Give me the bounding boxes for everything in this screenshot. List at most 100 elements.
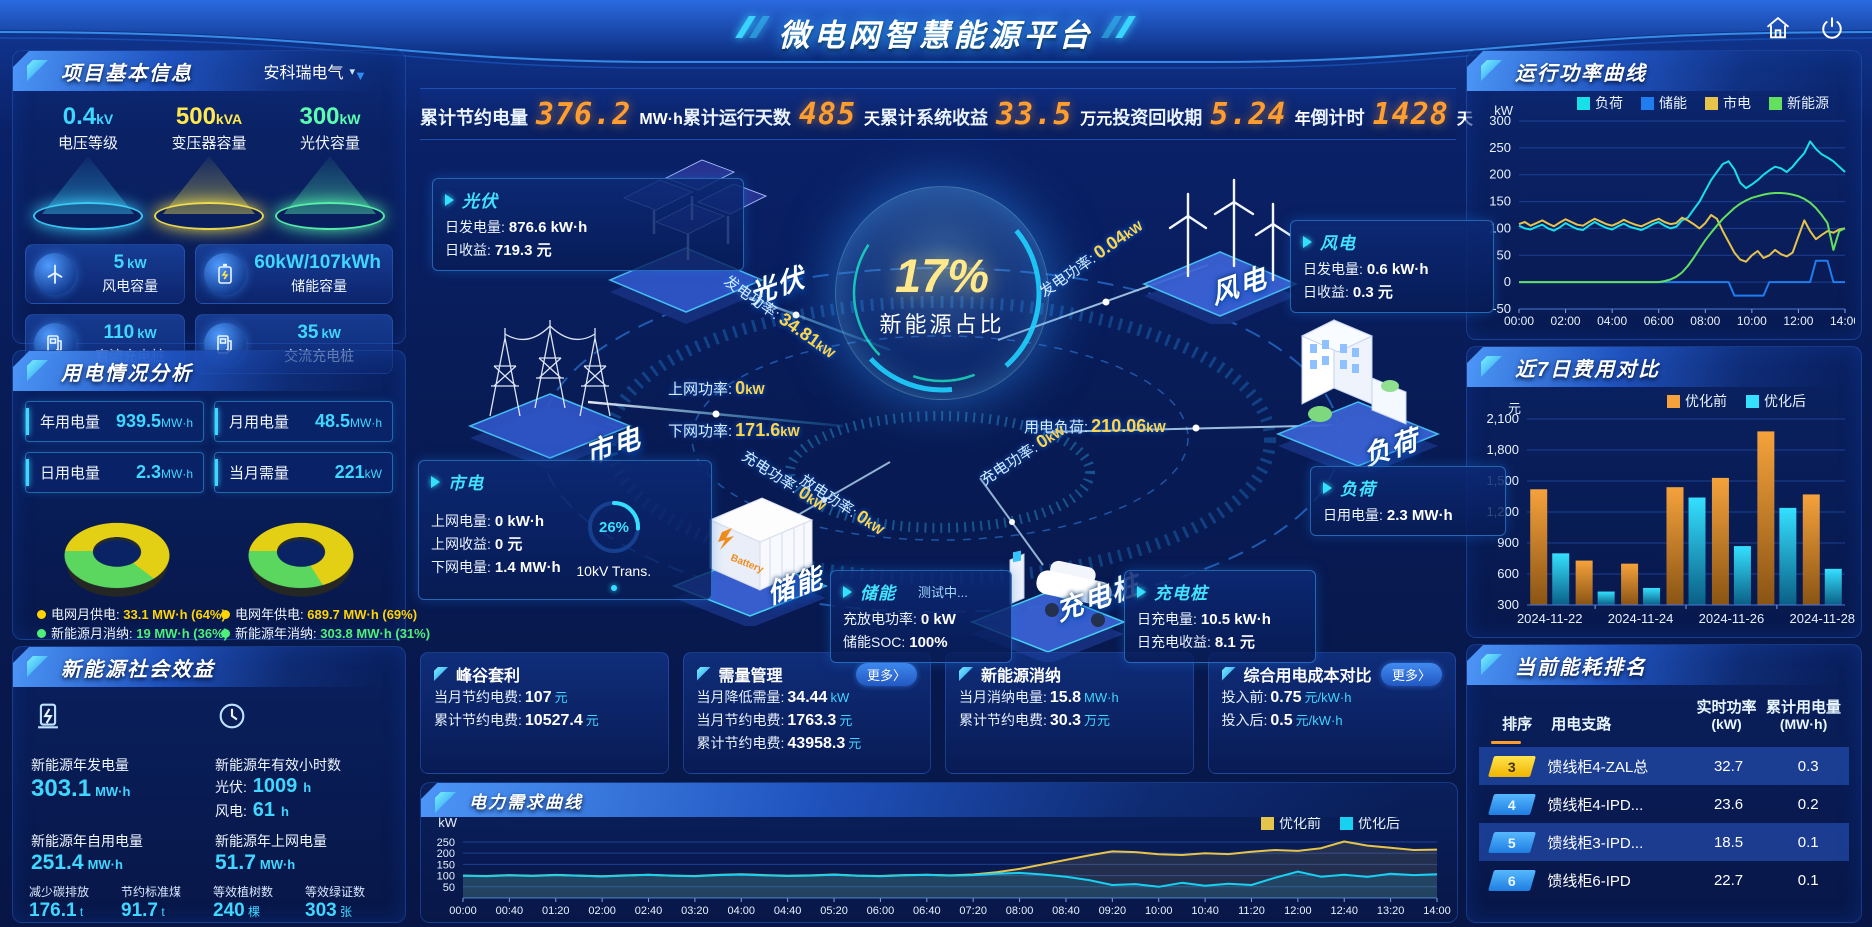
panel-power-curve: 运行功率曲线 -50 0 50 100 150 200 250 300 kW 00:00 02:00… — [1466, 50, 1862, 340]
benefit-sub-row: 光伏: 1009 h — [215, 775, 312, 797]
panel-title: 电力需求曲线 — [469, 792, 583, 812]
panel-corner-icon — [1481, 356, 1502, 377]
donut-scene — [209, 503, 393, 599]
svg-text:03:20: 03:20 — [681, 905, 709, 917]
svg-text:负荷: 负荷 — [1595, 95, 1623, 111]
kpi-card: 新能源消纳 当月消纳电量: 15.8 MW·h 累计节约电费: 30.3 万元 — [945, 652, 1194, 774]
transformer-gauge: 26% 10kV Trans. — [571, 498, 657, 591]
svg-text:2024-11-22: 2024-11-22 — [1517, 611, 1583, 626]
column-header: 用电支路 — [1551, 716, 1612, 733]
title-deco-right — [1101, 16, 1136, 38]
branch-cell: 馈线柜3-IPD... — [1547, 834, 1644, 852]
info-row: 日充电量: 10.5 kW·h — [1137, 611, 1271, 628]
panel-demand-header: 电力需求曲线 — [421, 783, 1457, 817]
info-row: 充放电功率: 0 kW — [843, 611, 956, 628]
svg-text:2,100: 2,100 — [1486, 411, 1519, 426]
column-header: 累计用电量 (MW·h) — [1766, 699, 1842, 732]
svg-text:12:00: 12:00 — [1284, 905, 1312, 917]
usage-stat: 当月需量 221kW — [214, 452, 393, 493]
rank-badge: 6 — [1488, 869, 1537, 891]
capacity-stat-text: 60kW/107kWh 储能容量 — [254, 252, 381, 294]
topbar-stat-label: 累计节约电量 — [420, 107, 528, 128]
rank-cell: 4 — [1479, 793, 1545, 815]
title-deco-left — [735, 16, 770, 38]
branch-cell: 馈线柜4-IPD... — [1547, 796, 1644, 814]
panel-power-header: 运行功率曲线 — [1467, 51, 1861, 91]
column-header: 排序 — [1502, 716, 1533, 733]
benefit-main-stats: 新能源年发电量 303.1 MW·h 新能源年有效小时数 光伏: 1009 h 风电: 61… — [25, 697, 393, 825]
home-icon[interactable] — [1764, 14, 1792, 47]
benefit-label: 新能源年有效小时数 — [215, 757, 341, 773]
rank-badge: 4 — [1488, 793, 1537, 815]
card-row: 当月节约电费: 1763.3 元 — [696, 712, 853, 729]
card-row: 投入后: 0.5 元/kW·h — [1221, 712, 1343, 729]
svg-text:04:00: 04:00 — [728, 905, 756, 917]
svg-text:2024-11-26: 2024-11-26 — [1699, 611, 1765, 626]
info-row: 日发电量: 0.6 kW·h — [1303, 261, 1429, 278]
benefit-secondary-stats: 新能源年自用电量 251.4 MW·h 新能源年上网电量 51.7 MW·h — [25, 829, 393, 877]
table-row[interactable]: 5 馈线柜3-IPD... 18.5 0.1 — [1479, 823, 1849, 861]
card-corner-icon — [959, 667, 973, 681]
info-box-load: 负荷 日用电量: 2.3 MW·h — [1310, 466, 1506, 536]
panel-title: 用电情况分析 — [61, 362, 193, 385]
info-box-header: 充电桩 — [1137, 579, 1303, 604]
panel-corner-icon — [1481, 60, 1502, 81]
benefit-label: 新能源年自用电量 — [31, 833, 143, 849]
panel-social-benefit: 新能源社会效益 新能源年发电量 303.1 MW·h 新能源年有效小时数 光伏: 100… — [12, 646, 406, 923]
info-box-title: 光伏 — [462, 192, 498, 211]
cost-compare-chart: 3006009001,2001,5001,8002,100元2024-11-22… — [1467, 387, 1861, 638]
company-dropdown[interactable]: 安科瑞电气 ▾ — [263, 59, 355, 83]
kpi-card: 综合用电成本对比 更多〉 投入前: 0.75 元/kW·h 投入后: 0.5 元/kW·h — [1207, 652, 1456, 774]
arrow-right-icon — [1323, 481, 1332, 494]
svg-text:08:00: 08:00 — [1690, 314, 1720, 328]
topbar-stat: 倒计时 1428 天 — [1311, 97, 1473, 132]
panel-demand-curve: 电力需求曲线 50 100 150 200 250 kW 00:00 00:40 01:20 02… — [420, 782, 1458, 923]
table-row[interactable]: 4 馈线柜4-IPD... 23.6 0.2 — [1479, 785, 1849, 823]
table-row[interactable]: 6 馈线柜6-IPD 22.7 0.1 — [1479, 861, 1849, 899]
topbar-stat-value: 33.5 — [996, 96, 1073, 132]
panel-project-info: 项目基本信息 安科瑞电气 ▾ 0.4kV 电压等级 500kVA 变压器容量 300kW… — [12, 50, 406, 374]
svg-text:-50: -50 — [1492, 301, 1511, 316]
panel-cost-compare: 近7日费用对比 3006009001,2001,5001,8002,100元20… — [1466, 346, 1862, 638]
donut-legend: 电网月供电: 33.1 MW·h (64%) 新能源月消纳: 19 MW·h (3… — [25, 605, 228, 643]
power-cell: 22.7 — [1713, 871, 1744, 889]
transformer-label: 10kV Trans. — [576, 563, 652, 579]
more-button[interactable]: 更多〉 — [1380, 662, 1442, 686]
svg-text:100: 100 — [437, 871, 455, 883]
svg-text:元: 元 — [1508, 401, 1521, 416]
power-cell: 23.6 — [1713, 795, 1744, 813]
svg-text:50: 50 — [443, 882, 455, 894]
svg-text:06:40: 06:40 — [913, 905, 941, 917]
wind-turbine-icon — [34, 253, 76, 295]
svg-text:200: 200 — [437, 848, 455, 860]
info-box-ev: 充电桩日充电量: 10.5 kW·h 日充电收益: 8.1 元 — [1124, 570, 1316, 663]
ranking-scroll-indicator — [1491, 741, 1521, 744]
info-box-header: 负荷 — [1323, 475, 1493, 500]
capacity-stat-card: 60kW/107kWh 储能容量 — [195, 244, 393, 304]
benefit-item: 新能源年自用电量 251.4 MW·h — [25, 829, 209, 877]
renewable-share-label: 新能源占比 — [879, 311, 1005, 337]
power-icon[interactable] — [1818, 14, 1846, 47]
svg-text:14:00: 14:00 — [1423, 905, 1451, 917]
panel-corner-icon — [27, 360, 48, 381]
benefit-sub-row: 风电: 61 h — [215, 799, 289, 821]
svg-text:2024-11-28: 2024-11-28 — [1790, 611, 1855, 626]
table-row[interactable]: 3 馈线柜4-ZAL总 32.7 0.3 — [1479, 747, 1849, 785]
arrow-right-icon — [431, 475, 440, 488]
collapse-caret[interactable]: ▼ — [354, 68, 367, 83]
info-box-body: 日充电量: 10.5 kW·h 日充电收益: 8.1 元 — [1137, 608, 1303, 654]
benefit-item: 新能源年发电量 303.1 MW·h — [25, 697, 209, 825]
renewable-share-value: 17% — [894, 248, 990, 302]
more-button[interactable]: 更多〉 — [855, 662, 917, 686]
svg-text:04:40: 04:40 — [774, 905, 802, 917]
svg-text:优化后: 优化后 — [1764, 393, 1806, 409]
column-header: 实时功率 (kW) — [1696, 699, 1757, 732]
card-title: 新能源消纳 — [981, 668, 1062, 685]
panel-cost-header: 近7日费用对比 — [1467, 347, 1861, 387]
card-title: 综合用电成本对比 — [1243, 668, 1372, 685]
benefit-item: 新能源年有效小时数光伏: 1009 h 风电: 61 h — [209, 697, 393, 825]
topbar-stat-unit: 天 — [864, 110, 881, 128]
info-box-header: 市电 — [431, 469, 699, 494]
topbar-stat-label: 累计运行天数 — [682, 107, 791, 128]
ranking-table-header: 排序 用电支路 实时功率 (kW) 累计用电量 (MW·h) — [1479, 695, 1849, 741]
